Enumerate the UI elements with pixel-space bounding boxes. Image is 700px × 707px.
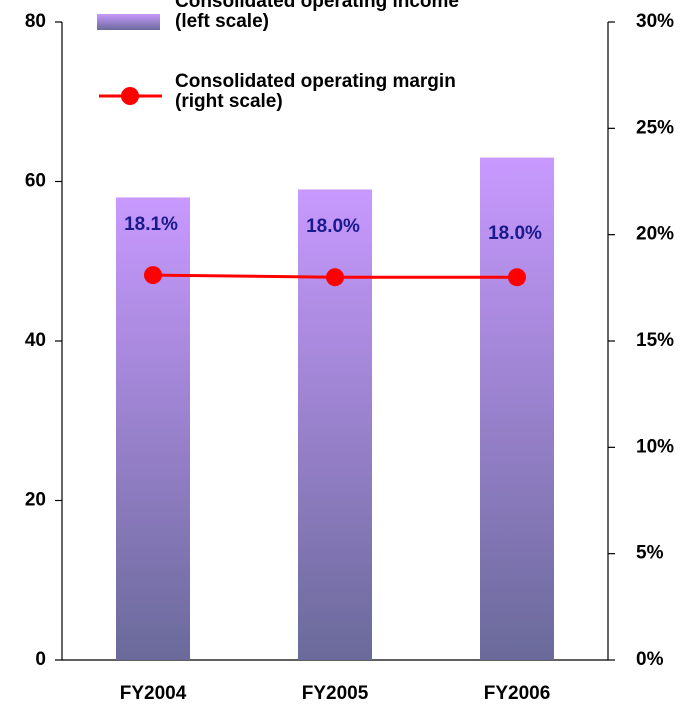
x-tick-label: FY2006	[484, 683, 551, 704]
data-label: 18.1%	[124, 214, 178, 235]
marker	[326, 268, 344, 287]
bar	[298, 189, 372, 660]
y-tick-label: 20	[25, 490, 46, 511]
marker	[508, 268, 526, 287]
y2-tick-label: 20%	[636, 224, 674, 245]
y-tick-label: 40	[25, 330, 46, 351]
y2-tick-label: 30%	[636, 11, 674, 32]
marker	[144, 266, 162, 285]
y2-tick-label: 10%	[636, 436, 674, 457]
legend-swatch	[97, 14, 160, 30]
legend-marker	[121, 87, 139, 105]
data-label: 18.0%	[306, 216, 360, 237]
y2-tick-label: 25%	[636, 117, 674, 138]
legend-text: Consolidated operating income (left scal…	[175, 0, 459, 32]
bar	[480, 157, 554, 660]
y-tick-label: 80	[25, 11, 46, 32]
x-tick-label: FY2005	[302, 683, 369, 704]
legend-text: Consolidated operating margin (right sca…	[175, 71, 456, 112]
x-tick-label: FY2004	[120, 683, 187, 704]
y-tick-label: 0	[35, 649, 46, 670]
y2-tick-label: 5%	[636, 543, 664, 564]
y2-tick-label: 15%	[636, 330, 674, 351]
y-tick-label: 60	[25, 171, 46, 192]
data-label: 18.0%	[488, 223, 542, 244]
y2-tick-label: 0%	[636, 649, 664, 670]
